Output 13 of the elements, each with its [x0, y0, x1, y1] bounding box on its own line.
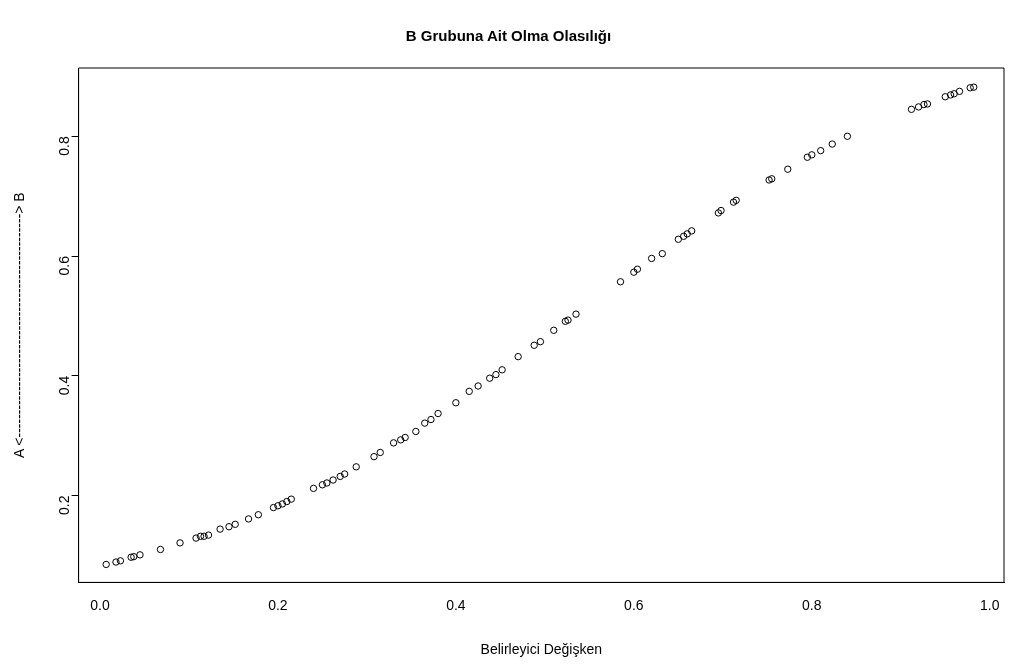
chart-title: B Grubuna Ait Olma Olasılığı	[405, 27, 612, 45]
y-axis-title: A <------------------------------------------------> B	[11, 192, 28, 459]
y-tick-label: 0.2	[56, 495, 73, 516]
x-tick-label: 0.0	[90, 596, 110, 613]
x-tick-label: 1.0	[980, 596, 1000, 613]
x-tick-label: 0.2	[268, 596, 288, 613]
x-tick-label: 0.4	[446, 596, 466, 613]
x-tick-label: 0.6	[624, 596, 644, 613]
y-tick-label: 0.8	[56, 136, 73, 156]
y-tick-label: 0.4	[56, 375, 73, 396]
x-tick-label: 0.8	[802, 596, 822, 613]
y-tick-label: 0.6	[56, 255, 73, 276]
x-axis-title: Belirleyici Değişken	[480, 641, 602, 658]
